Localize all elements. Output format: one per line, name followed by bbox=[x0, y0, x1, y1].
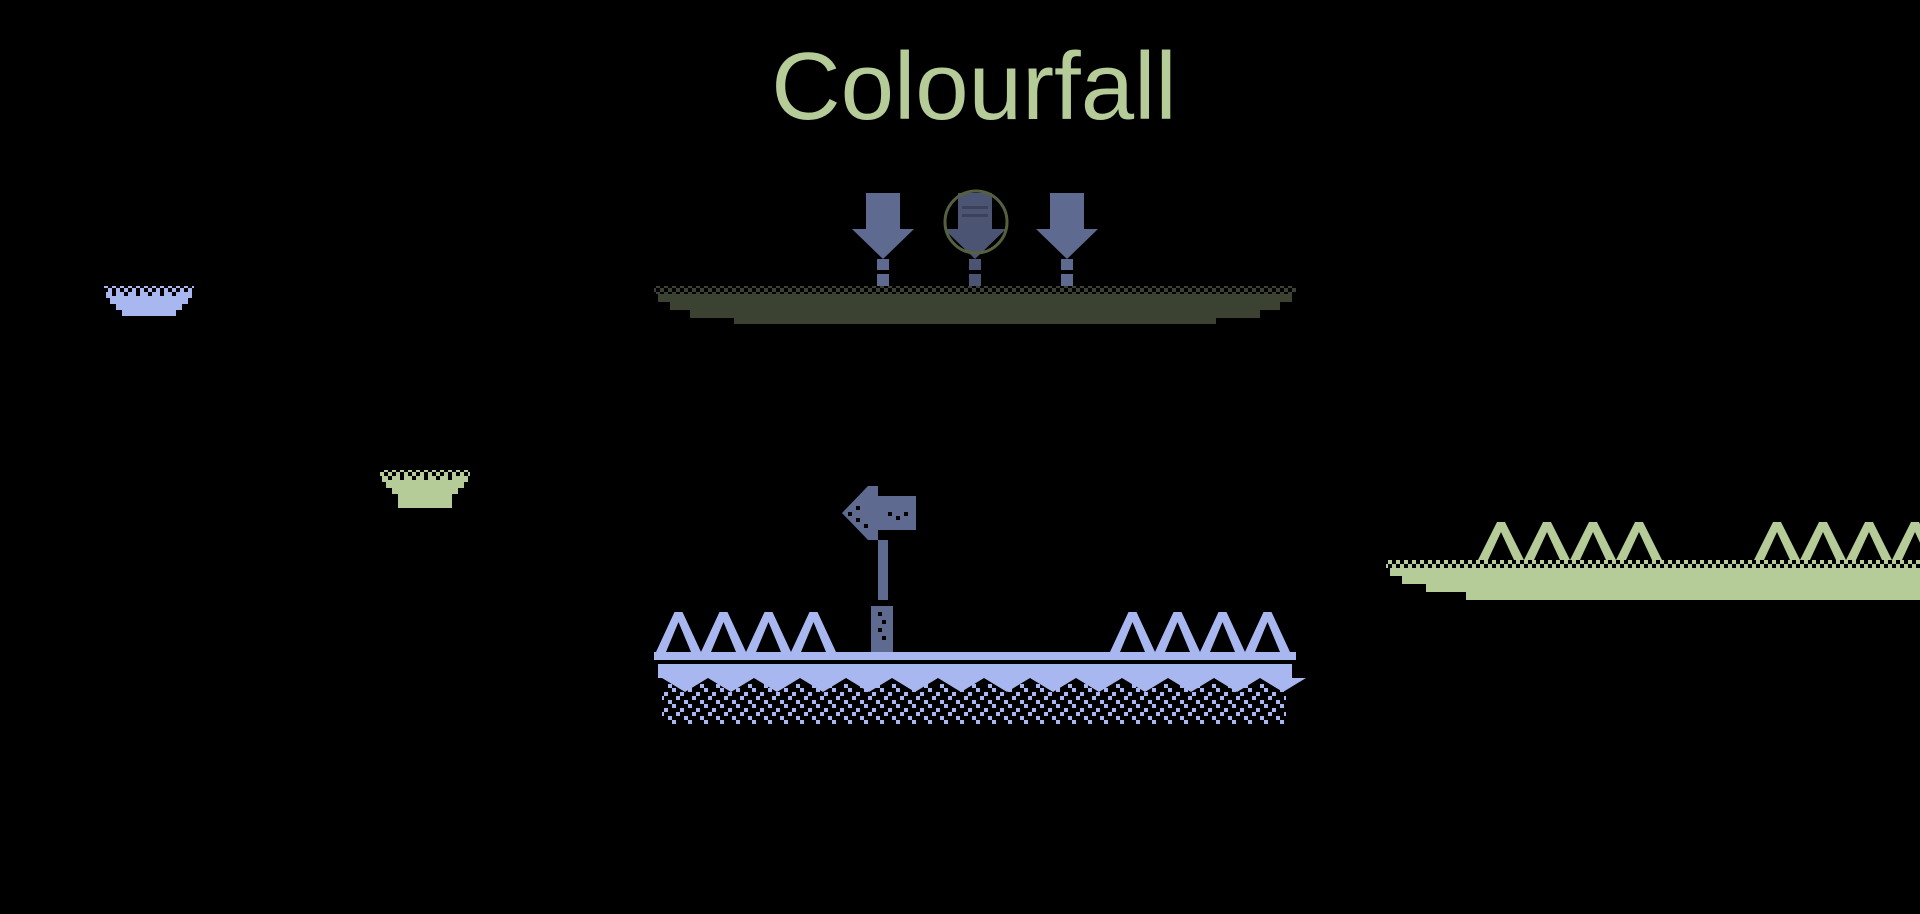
spike-shade bbox=[1626, 532, 1652, 560]
spike-shade bbox=[1810, 532, 1836, 560]
spike-shade bbox=[1764, 532, 1790, 560]
spike-shade bbox=[1902, 532, 1920, 560]
selection-ring bbox=[943, 189, 1009, 255]
spike-shade bbox=[756, 622, 781, 652]
spike-shade bbox=[1255, 622, 1280, 652]
floating-platform-green bbox=[380, 470, 470, 508]
down-arrow-1 bbox=[852, 193, 914, 286]
signpost bbox=[842, 486, 916, 652]
spike-shade bbox=[1488, 532, 1514, 560]
spike-shade bbox=[1165, 622, 1190, 652]
top-platform-olive bbox=[654, 286, 1296, 324]
down-arrow-3 bbox=[1036, 193, 1098, 286]
game-title: Colourfall bbox=[771, 33, 1177, 140]
spike-shade bbox=[1120, 622, 1145, 652]
spike-shade bbox=[1580, 532, 1606, 560]
spike-shade bbox=[801, 622, 826, 652]
spike-shade bbox=[666, 622, 691, 652]
spike-floor-blue bbox=[654, 612, 1306, 724]
down-arrow-2 bbox=[944, 193, 1006, 286]
floating-platform-blue bbox=[104, 286, 194, 316]
spike-shade bbox=[1534, 532, 1560, 560]
spike-shade bbox=[1856, 532, 1882, 560]
spike-shade bbox=[711, 622, 736, 652]
spike-ledge-green bbox=[1386, 522, 1920, 600]
spike-shade bbox=[1210, 622, 1235, 652]
